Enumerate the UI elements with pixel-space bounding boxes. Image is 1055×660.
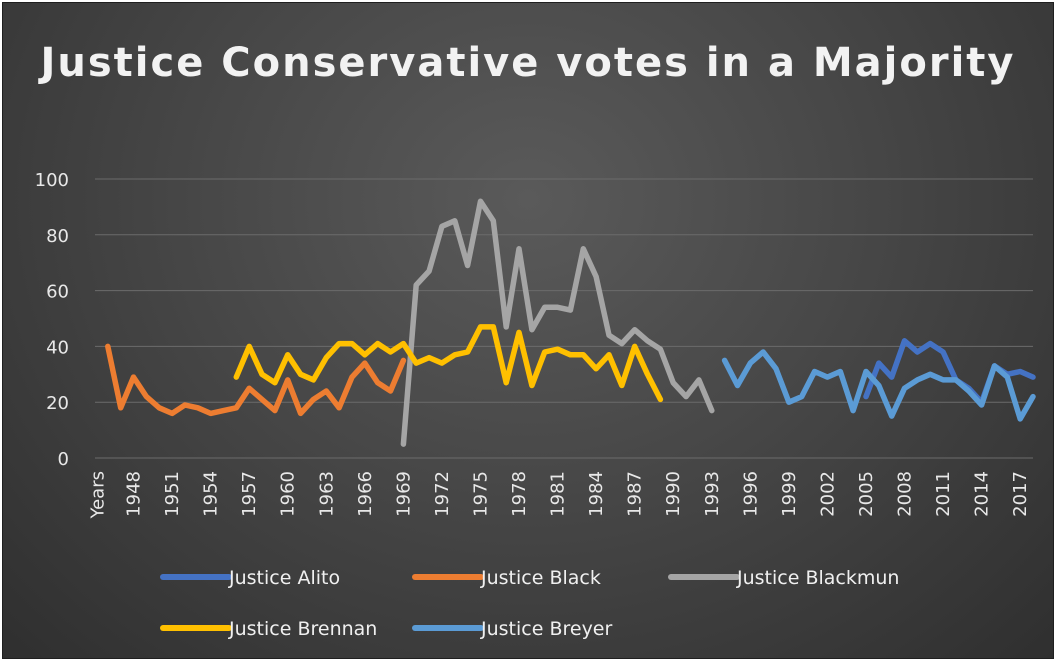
x-tick-label: Years [88, 471, 109, 520]
legend-label-0: Justice Alito [228, 567, 340, 589]
x-tick-label: 2005 [856, 471, 877, 517]
y-tick-label: 0 [58, 449, 69, 470]
series-line-0 [863, 338, 1036, 405]
x-tick-label: 1999 [779, 471, 800, 517]
x-tick-label: 1957 [239, 471, 260, 517]
legend-label-4: Justice Breyer [480, 618, 613, 640]
x-tick-label: 1981 [548, 471, 569, 517]
x-tick-label: 1951 [162, 471, 183, 517]
x-tick-label: 1975 [470, 471, 491, 517]
x-tick-label: 1990 [663, 471, 684, 517]
legend-label-2: Justice Blackmun [736, 567, 899, 589]
x-tick-label: 1948 [124, 471, 145, 517]
x-tick-label: 1993 [702, 471, 723, 517]
chart-svg: 0 20 40 60 80 100 Years 1948 1951 1954 1957 1960 19… [35, 170, 1036, 640]
x-tick-label: 1966 [355, 471, 376, 517]
x-tick-label: 2002 [817, 471, 838, 517]
series-line-2 [400, 198, 715, 447]
x-tick-label: 1978 [509, 471, 530, 517]
legend-label-1: Justice Black [480, 567, 601, 589]
y-tick-label: 60 [46, 282, 69, 303]
series-line-4 [721, 349, 1036, 422]
y-axis-tick-labels: 0 20 40 60 80 100 [35, 170, 69, 470]
x-tick-label: 1972 [432, 471, 453, 517]
series-line-3 [233, 324, 664, 403]
y-tick-label: 40 [46, 337, 69, 358]
y-tick-label: 20 [46, 393, 69, 414]
y-tick-label: 80 [46, 226, 69, 247]
chart-title: Justice Conservative votes in a Majority [40, 40, 1016, 86]
x-tick-label: 1987 [625, 471, 646, 517]
x-tick-label: 2014 [972, 471, 993, 517]
x-tick-label: 1960 [278, 471, 299, 517]
x-tick-label: 1969 [393, 471, 414, 517]
series-lines [105, 198, 1036, 447]
x-tick-label: 2011 [933, 471, 954, 517]
series-line-1 [105, 343, 407, 417]
x-tick-label: 1996 [740, 471, 761, 517]
x-tick-label: 1984 [586, 471, 607, 517]
x-tick-label: 2017 [1010, 471, 1031, 517]
legend: Justice Alito Justice Black Justice Blackm… [160, 567, 899, 640]
y-tick-label: 100 [35, 170, 69, 191]
legend-label-3: Justice Brennan [228, 618, 377, 640]
x-axis-tick-labels: Years 1948 1951 1954 1957 1960 1963 1966 1969 197… [88, 471, 1032, 520]
x-tick-label: 2008 [895, 471, 916, 517]
x-tick-label: 1963 [316, 471, 337, 517]
x-tick-label: 1954 [201, 471, 222, 517]
